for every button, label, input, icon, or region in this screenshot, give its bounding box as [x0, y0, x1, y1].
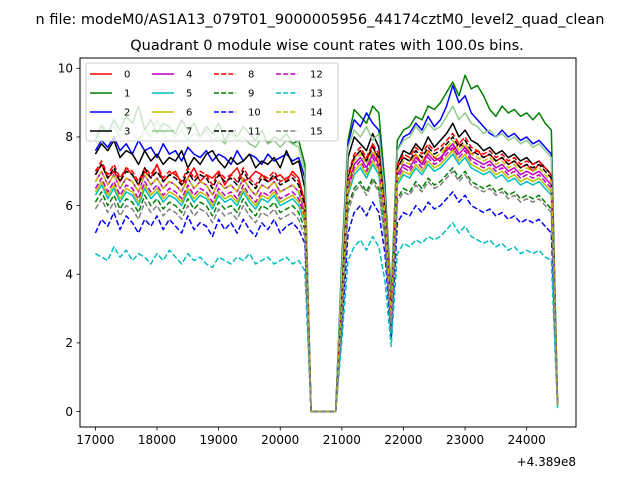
x-tick-label: 19000 — [200, 433, 238, 447]
legend-frame — [85, 62, 339, 142]
legend-label-6: 6 — [186, 108, 192, 119]
x-tick-label: 20000 — [261, 433, 299, 447]
series-line-11 — [94, 136, 559, 413]
y-tick-label: 0 — [65, 405, 73, 419]
y-axis: 0 2 4 6 8 10 — [58, 62, 80, 419]
legend-label-10: 10 — [248, 108, 261, 119]
series-line-3 — [94, 122, 559, 413]
x-axis: 17000 18000 19000 20000 21000 22000 23000 24000 — [76, 427, 546, 447]
legend-label-4: 4 — [186, 70, 192, 81]
x-tick-label: 21000 — [323, 433, 361, 447]
legend-label-7: 7 — [186, 127, 192, 138]
series-line-13 — [95, 222, 559, 413]
figure-suptitle: n file: modeM0/AS1A13_079T01_9000005956_… — [36, 12, 605, 28]
legend-label-9: 9 — [248, 89, 254, 100]
plot-frame — [79, 57, 577, 428]
y-tick-label: 6 — [65, 199, 73, 213]
legend-label-13: 13 — [310, 89, 323, 100]
legend-label-12: 12 — [310, 70, 323, 81]
x-offset-label: +4.389e8 — [517, 455, 576, 469]
y-tick-label: 2 — [65, 336, 73, 350]
legend-label-15: 15 — [310, 127, 323, 138]
legend-label-8: 8 — [248, 70, 254, 81]
series-line-4 — [94, 143, 559, 413]
series-line-8 — [94, 132, 559, 413]
legend-label-0: 0 — [124, 70, 130, 81]
legend-label-2: 2 — [124, 108, 130, 119]
x-tick-label: 17000 — [76, 433, 114, 447]
legend-label-5: 5 — [186, 89, 192, 100]
x-tick-label: 22000 — [384, 433, 422, 447]
series-line-14 — [94, 139, 559, 413]
legend-label-3: 3 — [124, 127, 130, 138]
series-line-0 — [94, 143, 559, 413]
chart-title: Quadrant 0 module wise count rates with … — [130, 38, 524, 54]
legend-label-14: 14 — [310, 108, 323, 119]
x-tick-label: 23000 — [446, 433, 484, 447]
x-tick-label: 18000 — [138, 433, 176, 447]
x-tick-label: 24000 — [508, 433, 546, 447]
y-tick-label: 8 — [65, 130, 73, 144]
y-tick-label: 4 — [65, 268, 73, 282]
series-line-9 — [94, 167, 559, 413]
legend-label-1: 1 — [124, 89, 130, 100]
legend-label-11: 11 — [248, 127, 261, 138]
y-tick-label: 10 — [58, 62, 73, 76]
series-line-10 — [94, 191, 559, 413]
